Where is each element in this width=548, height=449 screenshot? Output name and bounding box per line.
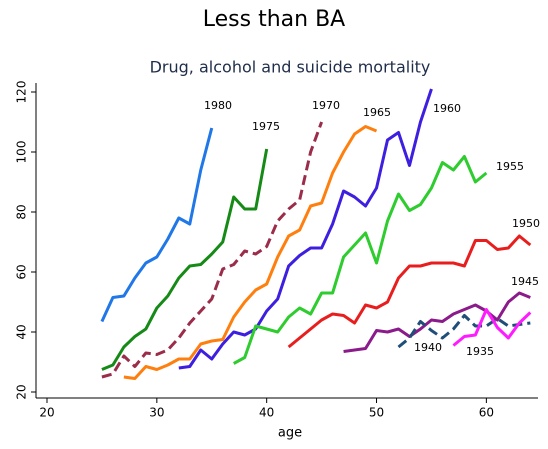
series-line xyxy=(178,88,433,370)
series-label: 1965 xyxy=(363,106,391,119)
series-line xyxy=(452,308,532,347)
series-line xyxy=(233,155,488,365)
y-tick-label: 60 xyxy=(15,264,29,279)
x-axis-label: age xyxy=(278,426,302,441)
x-tick-label: 40 xyxy=(259,406,274,420)
series-label: 1955 xyxy=(496,160,524,173)
series-line xyxy=(287,234,532,349)
chart-subtitle: Drug, alcohol and suicide mortality xyxy=(150,58,431,77)
series-line xyxy=(101,148,269,371)
series-line xyxy=(397,314,531,349)
series-label: 1970 xyxy=(312,99,340,112)
x-tick-label: 30 xyxy=(149,406,164,420)
y-tick-label: 80 xyxy=(15,204,29,219)
series-line xyxy=(100,127,214,323)
series-label: 1960 xyxy=(433,102,461,115)
x-tick-label: 50 xyxy=(369,406,384,420)
y-tick-label: 40 xyxy=(15,324,29,339)
series-label: 1940 xyxy=(414,341,442,354)
series-label: 1950 xyxy=(512,217,540,230)
y-tick-label: 100 xyxy=(15,141,29,164)
y-tick-label: 120 xyxy=(15,81,29,104)
x-tick-label: 60 xyxy=(479,406,494,420)
series-label: 1945 xyxy=(511,275,539,288)
series-label: 1975 xyxy=(252,120,280,133)
x-tick-label: 20 xyxy=(39,406,54,420)
series-line xyxy=(343,291,531,353)
chart-title: Less than BA xyxy=(203,7,345,32)
series-line xyxy=(101,121,324,379)
series-label: 1935 xyxy=(466,345,494,358)
series-line xyxy=(123,125,378,380)
y-tick-label: 20 xyxy=(15,384,29,399)
series-label: 1980 xyxy=(204,99,232,112)
